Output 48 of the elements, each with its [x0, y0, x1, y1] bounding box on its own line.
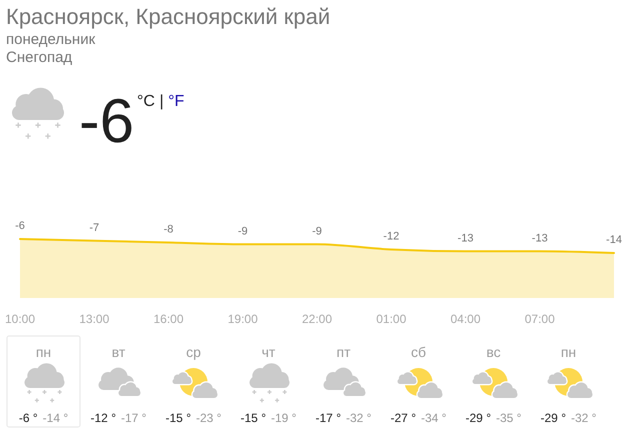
x-tick-label: 22:00: [302, 312, 332, 326]
data-label: -14 °: [42, 411, 68, 425]
data-label: -15 °: [240, 411, 266, 425]
data-label: -35 °: [496, 411, 522, 425]
data-label: -7: [89, 222, 100, 234]
text: Красноярск, Красноярский край: [6, 4, 330, 29]
data-label: -29 °: [466, 411, 492, 425]
data-label: -12: [383, 230, 400, 242]
text: понедельник: [6, 31, 96, 48]
data-label: -9: [312, 225, 322, 238]
data-label: -12 °: [90, 411, 116, 425]
data-label: -14: [606, 234, 622, 246]
x-tick-label: 04:00: [450, 312, 481, 326]
data-label: -6 °: [18, 411, 38, 425]
data-label: -17 °: [316, 411, 342, 425]
category-label: пн: [36, 344, 52, 360]
data-label: -19 °: [271, 411, 297, 425]
data-label: -17 °: [121, 411, 147, 425]
category-label: чт: [262, 344, 276, 360]
data-label: -8: [164, 224, 174, 236]
data-label: -32 °: [346, 411, 372, 425]
category-label: сб: [410, 344, 426, 360]
data-label: -13: [458, 232, 474, 244]
text: °F: [168, 93, 185, 110]
category-label: ср: [186, 344, 202, 360]
text: Снегопад: [6, 49, 72, 66]
text: °C: [137, 93, 155, 110]
data-label: -15 °: [166, 411, 192, 425]
x-tick-label: 10:00: [4, 312, 36, 326]
x-tick-label: 19:00: [228, 312, 258, 326]
x-tick-label: 01:00: [376, 312, 407, 326]
data-label: -6: [15, 220, 25, 232]
data-label: -9: [238, 225, 248, 238]
x-tick-label: 07:00: [524, 312, 556, 326]
data-label: -23 °: [196, 411, 222, 425]
data-label: -32 °: [571, 411, 597, 425]
data-label: -34 °: [421, 411, 447, 425]
data-label: -13: [532, 232, 548, 244]
category-label: вт: [112, 344, 126, 360]
data-label: -27 °: [390, 411, 416, 425]
x-tick-label: 16:00: [153, 312, 184, 326]
category-label: пн: [560, 344, 576, 360]
text: |: [159, 93, 164, 110]
data-label: -29 °: [540, 411, 566, 425]
x-tick-label: 13:00: [79, 312, 110, 326]
category-label: пт: [336, 344, 352, 360]
category-label: вс: [486, 344, 501, 360]
text: -6: [79, 87, 134, 156]
